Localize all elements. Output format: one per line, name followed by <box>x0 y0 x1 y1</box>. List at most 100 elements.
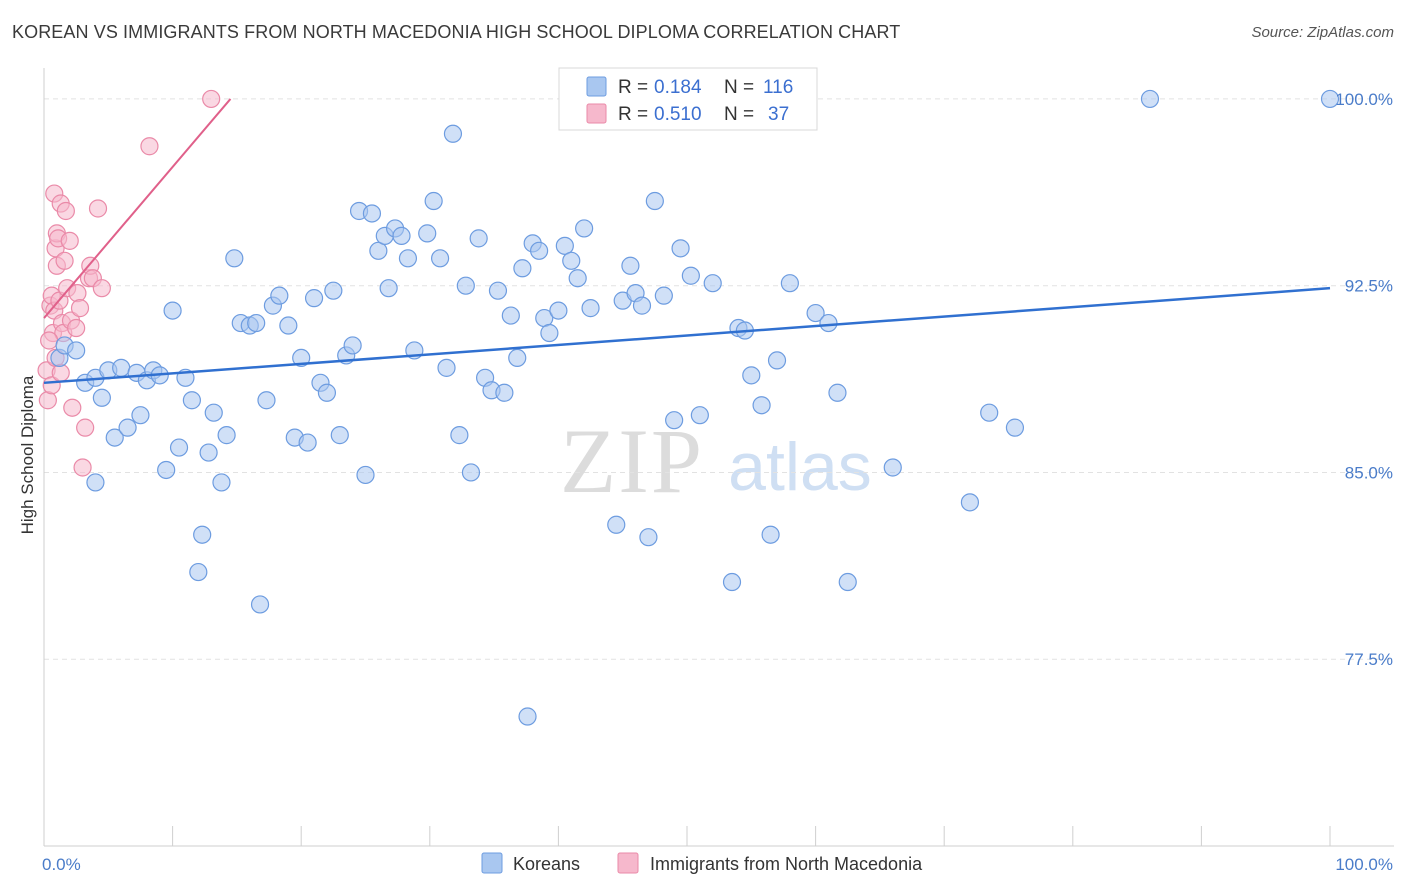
korean-point-12 <box>131 406 150 425</box>
korean-point-45 <box>343 336 362 355</box>
north-macedonia-trend-line <box>43 98 232 319</box>
korean-point-35 <box>279 316 298 335</box>
x-tick-label-min: 0.0% <box>42 855 81 874</box>
y-tick-label-0: 77.5% <box>1345 650 1393 669</box>
x-tick-label-max: 100.0% <box>1335 855 1393 874</box>
legend-swatch-koreans <box>586 76 607 97</box>
korean-point-16 <box>157 460 176 480</box>
legend-n-value-koreans: 116 <box>763 77 793 98</box>
north-macedonia-point-20 <box>63 398 82 417</box>
korean-point-88 <box>639 528 658 547</box>
korean-point-61 <box>450 426 469 445</box>
y-tick-label-1: 85.0% <box>1345 463 1393 482</box>
korean-point-47 <box>356 465 375 485</box>
korean-point-23 <box>199 443 218 462</box>
north-macedonia-point-31 <box>40 331 59 350</box>
korean-point-6 <box>86 473 105 492</box>
korean-point-112 <box>1140 89 1160 109</box>
korean-point-60 <box>443 124 463 143</box>
korean-point-102 <box>767 351 787 370</box>
north-macedonia-point-21 <box>67 318 86 338</box>
korean-point-54 <box>398 249 418 268</box>
y-tick-label-2: 92.5% <box>1345 277 1393 296</box>
grid-lines <box>44 98 1394 660</box>
korean-point-26 <box>217 426 236 445</box>
watermark-atlas: atlas <box>728 429 872 505</box>
korean-point-109 <box>960 493 980 512</box>
korean-point-71 <box>513 259 532 278</box>
korean-point-69 <box>501 306 520 325</box>
legend-r-label-north-macedonia: R = <box>618 104 648 125</box>
north-macedonia-point-16 <box>56 201 75 221</box>
series-legend-swatch-koreans <box>481 852 503 874</box>
korean-point-105 <box>819 313 838 333</box>
korean-point-108 <box>883 458 902 477</box>
korean-point-90 <box>654 286 673 305</box>
korean-point-62 <box>456 276 475 295</box>
korean-point-30 <box>247 313 266 333</box>
korean-point-5 <box>92 388 111 407</box>
korean-point-80 <box>568 269 587 288</box>
korean-point-68 <box>495 383 514 402</box>
korean-point-83 <box>607 515 626 534</box>
y-tick-label-3: 100.0% <box>1335 90 1393 109</box>
korean-point-39 <box>304 289 324 308</box>
series-legend-label-koreans: Koreans <box>513 854 580 874</box>
korean-point-77 <box>549 301 568 320</box>
korean-point-17 <box>163 301 182 320</box>
korean-point-82 <box>581 299 600 318</box>
korean-point-87 <box>632 296 652 315</box>
korean-point-10 <box>118 418 137 437</box>
korean-point-41 <box>317 383 337 402</box>
korean-point-43 <box>330 426 349 445</box>
korean-point-53 <box>392 226 411 245</box>
korean-point-111 <box>1005 418 1025 437</box>
korean-point-42 <box>324 281 343 300</box>
korean-point-37 <box>292 348 311 368</box>
korean-point-49 <box>369 241 388 260</box>
korean-point-96 <box>722 572 742 592</box>
korean-point-85 <box>621 256 640 275</box>
korean-point-72 <box>518 707 537 726</box>
legend-n-label-north-macedonia: N = <box>724 104 754 125</box>
north-macedonia-point-23 <box>70 299 90 318</box>
north-macedonia-point-18 <box>60 231 79 250</box>
legend-n-label-koreans: N = <box>724 77 754 98</box>
y-axis-title: High School Diploma <box>18 375 37 534</box>
korean-trend-line <box>43 286 1331 385</box>
north-macedonia-point-30 <box>92 279 111 298</box>
korean-point-24 <box>204 403 223 422</box>
korean-point-70 <box>508 348 527 368</box>
korean-point-9 <box>112 358 131 377</box>
korean-point-18 <box>169 438 189 457</box>
legend-swatch-north-macedonia <box>586 103 607 124</box>
korean-point-91 <box>665 411 684 430</box>
north-macedonia-point-1 <box>38 391 57 410</box>
korean-point-64 <box>469 229 488 248</box>
korean-point-51 <box>379 279 398 298</box>
korean-point-99 <box>742 366 761 385</box>
korean-point-63 <box>461 463 481 482</box>
korean-point-101 <box>761 525 780 544</box>
korean-point-106 <box>828 383 847 402</box>
north-macedonia-points <box>37 89 221 477</box>
korean-point-74 <box>530 241 549 260</box>
korean-point-20 <box>182 391 201 410</box>
north-macedonia-point-15 <box>55 251 74 270</box>
korean-point-58 <box>430 249 450 268</box>
korean-point-110 <box>980 403 999 422</box>
legend-r-value-koreans: 0.184 <box>654 77 702 98</box>
series-legend-swatch-north-macedonia <box>617 852 639 874</box>
korean-point-76 <box>540 323 559 343</box>
korean-point-25 <box>212 473 231 492</box>
korean-point-27 <box>225 249 244 268</box>
korean-point-92 <box>671 239 690 258</box>
korean-point-103 <box>780 274 799 293</box>
north-macedonia-point-24 <box>73 458 92 477</box>
korean-point-81 <box>575 219 594 238</box>
korean-point-22 <box>193 525 212 544</box>
korean-point-34 <box>270 286 289 305</box>
series-legend-label-north-macedonia: Immigrants from North Macedonia <box>650 854 923 874</box>
korean-point-8 <box>105 428 124 447</box>
